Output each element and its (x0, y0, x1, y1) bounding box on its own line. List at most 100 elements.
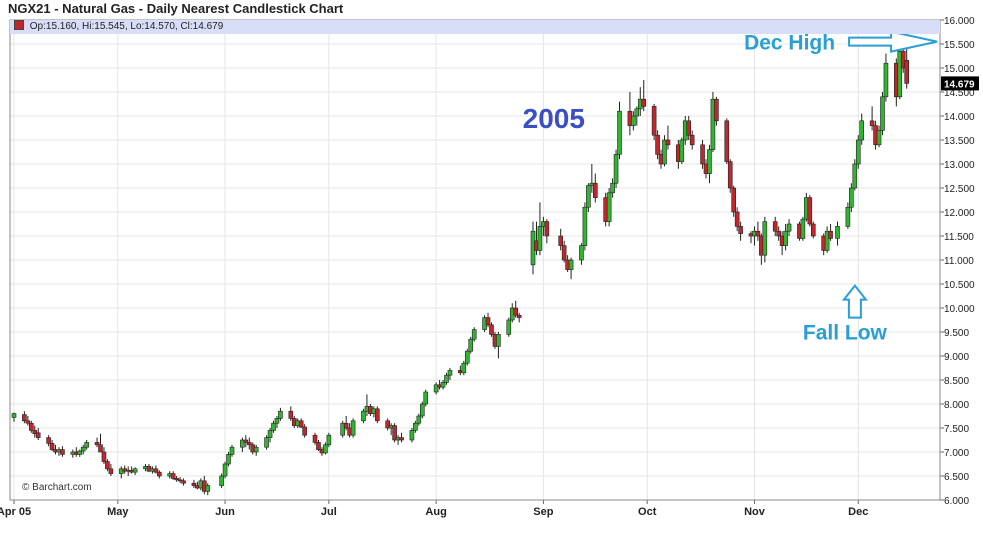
dec-high-arrow-icon (848, 30, 938, 53)
candle-body (665, 139, 671, 146)
candle-body (613, 154, 619, 184)
x-tick-label: Apr 05 (0, 506, 31, 518)
candle-body (772, 221, 778, 232)
candle-body (880, 96, 885, 131)
candle-body (219, 475, 224, 486)
candle-body (440, 382, 446, 388)
candle-body (655, 134, 660, 155)
candle-body (828, 230, 833, 239)
candle-body (810, 223, 816, 237)
candle-body (49, 443, 55, 450)
candle-body (264, 437, 269, 448)
candle-body (883, 62, 889, 98)
y-tick-label: 6.500 (944, 472, 969, 483)
candle-body (108, 468, 114, 474)
candle-body (464, 350, 470, 364)
candle-body (707, 149, 712, 174)
candle-body (900, 50, 906, 69)
y-tick-label: 11.000 (944, 256, 974, 267)
candle-body (205, 485, 211, 492)
candle-body (586, 185, 591, 208)
candle-body (679, 139, 685, 162)
candle-body (710, 98, 716, 150)
candle-body (32, 430, 38, 435)
candle-body (724, 120, 730, 162)
candle-body (153, 468, 159, 473)
candle-body (98, 444, 103, 453)
y-tick-label: 6.000 (944, 496, 969, 507)
ohlc-readout-text: Op:15.160, Hi:15.545, Lo:14.570, Cl:14.6… (29, 21, 224, 32)
candle-body (25, 420, 31, 424)
candle-body (662, 139, 667, 165)
y-tick-label: 14.000 (944, 112, 975, 123)
last-price-label: 14.679 (944, 79, 975, 90)
candle-body (416, 415, 422, 424)
candle-body (689, 134, 695, 146)
y-tick-label: 10.000 (944, 304, 975, 315)
x-tick-label: Jun (215, 506, 235, 518)
candle-body (731, 187, 736, 213)
candle-body (444, 374, 449, 383)
grid (10, 19, 940, 501)
x-tick-label: May (107, 506, 129, 518)
candle-body (84, 442, 89, 448)
candle-body (326, 434, 332, 446)
candle-body (513, 307, 519, 316)
candle-body (634, 108, 640, 117)
candle-body (419, 403, 425, 417)
candle-body (485, 317, 491, 326)
candle-body (714, 98, 719, 122)
ohlc-readout-bar: Op:15.160, Hi:15.545, Lo:14.570, Cl:14.6… (10, 20, 940, 34)
candle-body (610, 182, 615, 194)
y-tick-label: 9.000 (944, 352, 969, 363)
candle-body (762, 221, 768, 256)
candle-body (807, 197, 813, 225)
candle-body (409, 430, 415, 441)
candle-body (316, 442, 321, 450)
x-tick-label: Jul (321, 506, 337, 518)
candle-body (471, 329, 477, 340)
fall-low-annotation: Fall Low (803, 322, 888, 345)
candle-body (243, 439, 249, 443)
candle-body (240, 439, 245, 448)
ohlc-swatch-icon (14, 20, 24, 30)
y-tick-label: 7.000 (944, 448, 969, 459)
candle-body (849, 187, 854, 208)
candle-body (800, 218, 806, 239)
candle-body (835, 226, 840, 239)
candle-body (385, 420, 390, 429)
candle-body (786, 223, 792, 232)
candle-body (413, 422, 418, 431)
y-tick-label: 9.500 (944, 328, 969, 339)
candle-body (35, 432, 41, 438)
annotations: 2005 Dec High Fall Low (523, 30, 938, 345)
y-tick-label: 10.500 (944, 280, 975, 291)
candle-body (340, 422, 346, 436)
candle-body (222, 463, 228, 477)
candle-body (651, 106, 657, 136)
y-tick-label: 8.000 (944, 400, 969, 411)
candle-body (496, 334, 501, 347)
candle-body (267, 430, 273, 438)
candle-body (558, 235, 563, 246)
x-tick-label: Sep (533, 506, 553, 518)
candle-body (229, 446, 235, 455)
candle-body (447, 370, 453, 376)
y-tick-label: 7.500 (944, 424, 969, 435)
y-tick-label: 15.000 (944, 64, 975, 75)
candle-body (191, 482, 197, 486)
candle-body (105, 461, 110, 470)
chart-title: NGX21 - Natural Gas - Daily Nearest Cand… (8, 1, 344, 16)
candle-body (101, 451, 107, 462)
x-tick-label: Oct (638, 506, 657, 518)
candle-body (177, 479, 183, 482)
candle-body (897, 50, 903, 98)
y-tick-label: 13.000 (944, 160, 975, 171)
candle-body (246, 442, 252, 446)
candle-body (361, 410, 366, 422)
candle-body (506, 319, 512, 335)
y-tick-label: 8.500 (944, 376, 969, 387)
last-price-tag (941, 76, 979, 91)
candle-body (700, 144, 705, 165)
